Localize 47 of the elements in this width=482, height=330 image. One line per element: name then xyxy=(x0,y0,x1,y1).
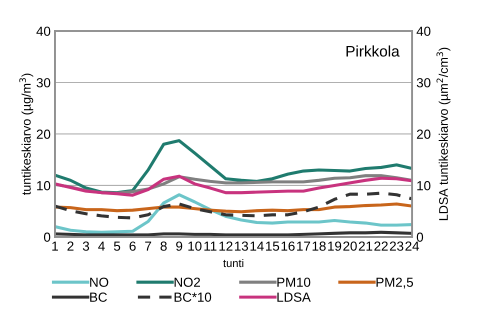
x-tick-label: 6 xyxy=(130,241,136,251)
y-tick-label: 10 xyxy=(37,181,50,190)
legend-label: BC xyxy=(90,292,107,302)
x-tick-label: 20 xyxy=(343,241,357,251)
legend-label: PM10 xyxy=(277,278,310,287)
x-tick-label: 21 xyxy=(358,241,372,251)
x-tick-label: 17 xyxy=(297,242,310,251)
x-tick-label: 16 xyxy=(282,241,295,251)
y-tick-label: 0 xyxy=(44,232,50,242)
x-tick-label: 1 xyxy=(52,242,58,251)
x-tick-label: 8 xyxy=(160,241,167,251)
legend-label: BC*10 xyxy=(174,292,212,302)
x-tick-label: 11 xyxy=(204,242,216,251)
y2-tick-label: 40 xyxy=(416,26,430,36)
y2-axis-title: LDSA tuntikeskiarvo (µm$^{2}$/cm$^{3}$) xyxy=(436,48,450,220)
text: Pirkkola xyxy=(346,45,400,57)
y-tick-label: 40 xyxy=(36,26,50,36)
x-tick-label: 23 xyxy=(390,241,404,251)
x-tick-label: 12 xyxy=(219,241,232,251)
y-tick-label: 30 xyxy=(36,78,50,88)
x-tick-label: 5 xyxy=(114,242,120,251)
x-tick-label: 24 xyxy=(405,241,420,251)
x-tick-label: 19 xyxy=(328,241,342,251)
x-tick-label: 9 xyxy=(176,241,182,251)
legend-label: NO2 xyxy=(174,278,200,287)
line-series xyxy=(54,193,412,234)
legend-label: PM2,5 xyxy=(376,278,414,288)
y-tick-label: 20 xyxy=(36,130,50,139)
y2-tick-label: 20 xyxy=(416,130,430,139)
y2-tick-label: 10 xyxy=(417,181,430,190)
x-tick-label: 2 xyxy=(67,241,74,251)
legend-label: LDSA xyxy=(277,292,311,302)
x-tick-label: 14 xyxy=(250,242,264,251)
x-tick-label: 4 xyxy=(98,242,105,251)
y2-tick-label: 0 xyxy=(416,232,424,242)
y-axis-title: tuntikeskiarvo (µg/m$^{3}$) xyxy=(19,74,34,195)
x-tick-label: 15 xyxy=(266,242,280,251)
x-tick-label: 7 xyxy=(145,242,152,251)
y2-tick-label: 30 xyxy=(416,78,430,88)
x-tick-label: 13 xyxy=(234,241,248,251)
x-tick-label: 10 xyxy=(188,241,202,251)
legend-label: NO xyxy=(90,278,108,287)
x-tick-label: 22 xyxy=(374,241,388,251)
x-axis-title: tunti xyxy=(223,258,244,268)
x-tick-label: 3 xyxy=(82,241,90,251)
line-series xyxy=(54,192,412,220)
x-tick-label: 18 xyxy=(312,241,326,251)
